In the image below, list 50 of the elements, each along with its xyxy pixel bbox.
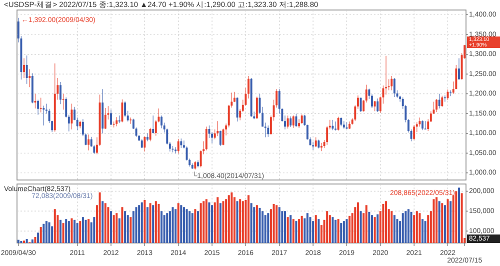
candlestick: [144, 136, 146, 152]
candlestick: [314, 136, 317, 148]
candlestick: [236, 97, 238, 122]
candlestick: [146, 133, 148, 142]
candlestick: [174, 146, 177, 154]
candlestick: [149, 127, 152, 142]
candlestick: [116, 116, 118, 127]
candlestick: [256, 96, 258, 120]
candlestick: [40, 97, 42, 113]
candlestick: [37, 99, 40, 116]
candlestick: [300, 114, 303, 124]
candlestick: [60, 82, 62, 104]
candlestick: [219, 130, 222, 146]
candlestick: [290, 116, 292, 128]
candlestick: [320, 142, 322, 152]
candlestick: [62, 93, 64, 110]
candlestick: [334, 121, 336, 131]
candlestick: [70, 103, 73, 130]
candlestick: [436, 98, 438, 112]
candlestick: [23, 58, 25, 78]
candlestick: [298, 118, 300, 128]
candlestick: [110, 109, 112, 126]
candlestick: [337, 116, 340, 131]
candlestick: [152, 115, 154, 134]
candlestick: [332, 120, 334, 131]
candlestick: [295, 113, 298, 127]
candlestick: [124, 100, 126, 118]
candlestick: [413, 124, 416, 140]
candlestick: [26, 55, 28, 84]
candlestick: [42, 105, 45, 126]
candlestick: [312, 141, 314, 150]
candlestick: [390, 76, 393, 91]
candlestick: [286, 115, 289, 129]
candlestick: [216, 120, 219, 136]
candlestick: [104, 108, 106, 130]
candlestick: [376, 98, 379, 112]
candlestick: [180, 138, 182, 148]
candlestick: [438, 93, 440, 109]
candlestick: [292, 115, 294, 128]
candlestick: [28, 68, 31, 88]
candlestick: [205, 126, 208, 151]
candlestick: [441, 95, 444, 108]
candlestick: [374, 100, 376, 112]
candlestick: [88, 134, 90, 151]
candlestick: [422, 120, 424, 131]
candlestick: [177, 138, 180, 154]
candlestick: [458, 58, 460, 80]
candlestick: [160, 115, 163, 129]
candlestick: [393, 78, 396, 98]
candlestick: [267, 125, 270, 138]
